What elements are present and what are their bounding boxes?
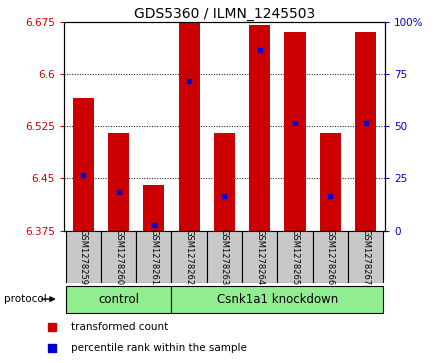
Text: protocol: protocol [4, 294, 47, 304]
Bar [355, 32, 376, 231]
Bar [101, 231, 136, 283]
Bar [143, 185, 165, 231]
Title: GDS5360 / ILMN_1245503: GDS5360 / ILMN_1245503 [134, 7, 315, 21]
Bar [179, 22, 200, 231]
Bar [66, 231, 101, 283]
Text: GSM1278265: GSM1278265 [290, 229, 300, 285]
Bar [207, 231, 242, 283]
Bar [313, 231, 348, 283]
Text: GSM1278263: GSM1278263 [220, 229, 229, 285]
Bar [214, 133, 235, 231]
Bar [249, 25, 270, 231]
Text: GSM1278266: GSM1278266 [326, 229, 335, 285]
Text: GSM1278259: GSM1278259 [79, 229, 88, 285]
Text: GSM1278264: GSM1278264 [255, 229, 264, 285]
Text: GSM1278267: GSM1278267 [361, 229, 370, 285]
Bar [242, 231, 277, 283]
Text: GSM1278260: GSM1278260 [114, 229, 123, 285]
Text: percentile rank within the sample: percentile rank within the sample [71, 343, 247, 354]
Text: transformed count: transformed count [71, 322, 169, 332]
Text: Csnk1a1 knockdown: Csnk1a1 knockdown [217, 293, 338, 306]
Bar [320, 133, 341, 231]
Bar [136, 231, 172, 283]
Bar [66, 286, 172, 313]
Bar [277, 231, 313, 283]
Bar [108, 133, 129, 231]
Bar [172, 286, 383, 313]
Text: GSM1278261: GSM1278261 [149, 229, 158, 285]
Bar [172, 231, 207, 283]
Text: GSM1278262: GSM1278262 [185, 229, 194, 285]
Bar [284, 32, 306, 231]
Text: control: control [98, 293, 139, 306]
Bar [73, 98, 94, 231]
Bar [348, 231, 383, 283]
